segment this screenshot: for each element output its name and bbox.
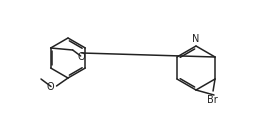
Text: O: O (78, 52, 85, 62)
Text: Br: Br (207, 95, 217, 105)
Text: N: N (192, 33, 200, 44)
Text: O: O (46, 83, 54, 93)
